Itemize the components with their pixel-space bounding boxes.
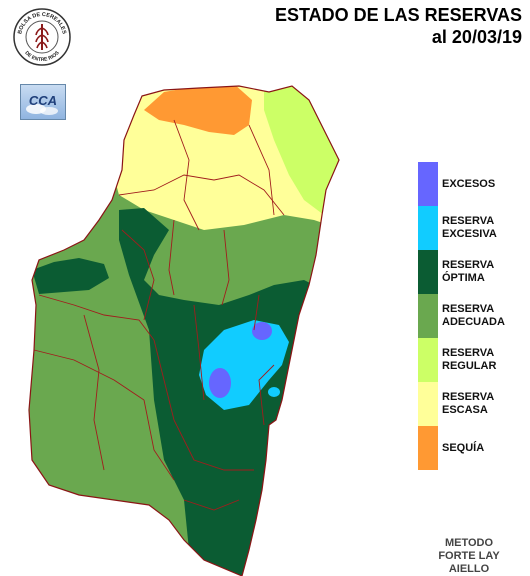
method-line-3: AIELLO	[448, 563, 490, 575]
method-credit: METODO FORTE LAY AIELLO	[420, 537, 518, 576]
legend-item-reserva-optima: RESERVA ÓPTIMA	[418, 250, 530, 294]
legend-label-line: RESERVA	[442, 391, 495, 403]
legend-label-line: SEQUÍA	[442, 441, 485, 454]
legend-label-line: RESERVA	[442, 303, 495, 315]
map-title: ESTADO DE LAS RESERVAS al 20/03/19	[275, 4, 522, 48]
zone-reserva-optima-west	[32, 258, 109, 294]
legend-item-sequia: SEQUÍA	[418, 426, 530, 470]
legend-label-line: RESERVA	[442, 215, 495, 227]
legend-swatch-reserva-adecuada	[418, 294, 438, 338]
zone-excesos-north	[252, 322, 272, 340]
title-line-2: al 20/03/19	[431, 27, 522, 47]
legend-label-reserva-adecuada: RESERVA ADECUADA	[442, 294, 505, 338]
legend-swatch-sequia	[418, 426, 438, 470]
legend-swatch-excesos	[418, 162, 438, 206]
title-line-1: ESTADO DE LAS RESERVAS	[274, 5, 522, 25]
department-boundaries	[33, 119, 285, 511]
legend-swatch-reserva-escasa	[418, 382, 438, 426]
zone-sequia	[144, 86, 252, 135]
province-outline	[28, 85, 340, 576]
legend-label-line: RESERVA	[442, 347, 495, 359]
legend-label-reserva-regular: RESERVA REGULAR	[442, 338, 496, 382]
legend-label-line: EXCESIVA	[442, 228, 497, 240]
bolsa-cereales-logo: BOLSA DE CEREALES DE ENTRE RIOS	[13, 8, 71, 66]
legend-item-reserva-excesiva: RESERVA EXCESIVA	[418, 206, 530, 250]
legend-swatch-reserva-regular	[418, 338, 438, 382]
legend-label-reserva-escasa: RESERVA ESCASA	[442, 382, 494, 426]
legend-label-reserva-excesiva: RESERVA EXCESIVA	[442, 206, 497, 250]
legend-label-line: ÓPTIMA	[442, 272, 485, 284]
legend-swatch-reserva-excesiva	[418, 206, 438, 250]
legend-item-reserva-adecuada: RESERVA ADECUADA	[418, 294, 530, 338]
legend-label-reserva-optima: RESERVA ÓPTIMA	[442, 250, 494, 294]
legend-label-line: ADECUADA	[442, 316, 505, 328]
legend-label-sequia: SEQUÍA	[442, 426, 484, 470]
method-line-1: METODO	[444, 537, 494, 549]
cca-logo-text: CCA	[29, 93, 57, 108]
zone-reserva-excesiva-small	[268, 387, 280, 397]
cca-logo: CCA	[20, 84, 66, 120]
legend-label-line: EXCESOS	[442, 177, 496, 190]
legend-label-line: RESERVA	[442, 259, 495, 271]
legend-label-line: ESCASA	[442, 404, 488, 416]
legend-item-excesos: EXCESOS	[418, 162, 530, 206]
method-line-2: FORTE LAY	[438, 550, 500, 562]
legend-label-line: REGULAR	[442, 360, 497, 372]
entre-rios-map	[28, 85, 340, 576]
legend-label-excesos: EXCESOS	[442, 162, 495, 206]
legend-item-reserva-regular: RESERVA REGULAR	[418, 338, 530, 382]
legend-item-reserva-escasa: RESERVA ESCASA	[418, 382, 530, 426]
zone-excesos-south	[209, 368, 231, 398]
legend-swatch-reserva-optima	[418, 250, 438, 294]
